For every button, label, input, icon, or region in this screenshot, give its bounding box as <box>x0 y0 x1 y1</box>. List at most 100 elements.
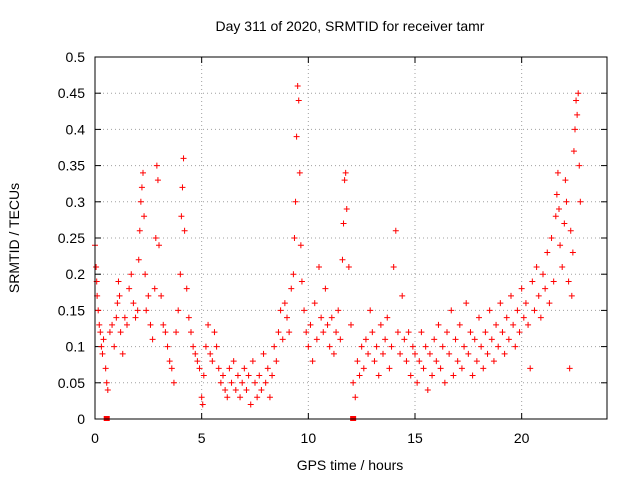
data-point <box>422 343 429 350</box>
data-point <box>96 321 103 328</box>
data-point <box>416 358 423 365</box>
data-point <box>350 379 357 386</box>
data-point <box>273 358 280 365</box>
data-point <box>164 343 171 350</box>
data-point <box>577 198 584 205</box>
data-point <box>232 387 239 394</box>
data-point <box>409 343 416 350</box>
data-point <box>99 350 106 357</box>
data-point <box>401 336 408 343</box>
data-point <box>166 358 173 365</box>
y-tick-label: 0.35 <box>58 158 85 174</box>
data-point <box>537 314 544 321</box>
data-point <box>93 263 100 270</box>
data-point <box>369 329 376 336</box>
data-point <box>104 387 111 394</box>
data-point <box>339 256 346 263</box>
data-point <box>198 394 205 401</box>
data-point <box>557 242 564 249</box>
data-point <box>234 372 241 379</box>
data-point <box>168 365 175 372</box>
data-point <box>566 365 573 372</box>
data-point <box>414 379 421 386</box>
data-point <box>412 350 418 357</box>
data-point <box>480 365 487 372</box>
data-point <box>352 394 359 401</box>
data-point <box>249 358 256 365</box>
data-point <box>106 329 113 336</box>
data-point <box>264 365 271 372</box>
data-point <box>439 343 446 350</box>
data-point <box>510 321 517 328</box>
data-point <box>469 372 476 379</box>
data-point <box>454 358 461 365</box>
data-point <box>525 321 532 328</box>
data-point <box>205 321 212 328</box>
data-point <box>356 372 363 379</box>
data-point <box>556 206 562 213</box>
data-point <box>488 336 495 343</box>
data-point <box>241 365 248 372</box>
data-point <box>531 307 538 314</box>
data-point <box>185 314 192 321</box>
data-point <box>211 329 218 336</box>
data-point <box>188 329 194 336</box>
data-point <box>140 169 146 176</box>
data-point <box>330 350 337 357</box>
data-point <box>224 394 231 401</box>
data-point <box>226 365 233 372</box>
data-point <box>222 387 229 394</box>
data-point <box>343 206 350 213</box>
data-point <box>371 358 378 365</box>
data-point <box>141 213 148 220</box>
data-point <box>518 285 525 292</box>
data-point <box>158 292 165 299</box>
data-point <box>217 379 224 386</box>
data-point <box>132 314 139 321</box>
y-tick-label: 0.5 <box>66 49 86 65</box>
data-point <box>377 321 384 328</box>
data-point <box>535 292 542 299</box>
data-point <box>326 343 333 350</box>
x-tick-label: 10 <box>301 430 317 446</box>
data-points <box>92 82 584 408</box>
data-point <box>103 379 110 386</box>
data-point <box>407 372 414 379</box>
data-point <box>392 227 399 234</box>
data-point <box>542 285 549 292</box>
y-axis-label: SRMTID / TECUs <box>6 183 22 293</box>
data-point <box>245 372 252 379</box>
data-point <box>102 365 109 372</box>
data-point <box>134 307 141 314</box>
plot-frame <box>94 56 608 420</box>
data-point <box>497 300 504 307</box>
chart-title: Day 311 of 2020, SRMTID for receiver tam… <box>216 18 485 34</box>
data-point <box>386 365 393 372</box>
data-point <box>397 350 404 357</box>
y-tick-label: 0.25 <box>58 230 85 246</box>
data-point <box>505 336 512 343</box>
data-point <box>281 300 288 307</box>
data-point <box>215 365 222 372</box>
data-point <box>458 365 465 372</box>
data-point <box>183 285 190 292</box>
data-point <box>200 372 207 379</box>
data-point <box>220 372 226 379</box>
data-point <box>286 329 293 336</box>
data-point <box>405 329 412 336</box>
data-point <box>446 350 453 357</box>
data-point <box>180 155 187 162</box>
data-point <box>173 329 180 336</box>
data-point <box>348 321 354 328</box>
data-point <box>333 329 340 336</box>
data-point <box>152 235 159 241</box>
data-point <box>192 350 199 357</box>
data-point <box>380 350 386 357</box>
data-point <box>568 292 575 299</box>
data-point <box>115 278 122 285</box>
data-point <box>181 227 188 234</box>
data-point <box>292 198 299 205</box>
data-point <box>256 372 263 379</box>
data-point <box>213 343 220 350</box>
